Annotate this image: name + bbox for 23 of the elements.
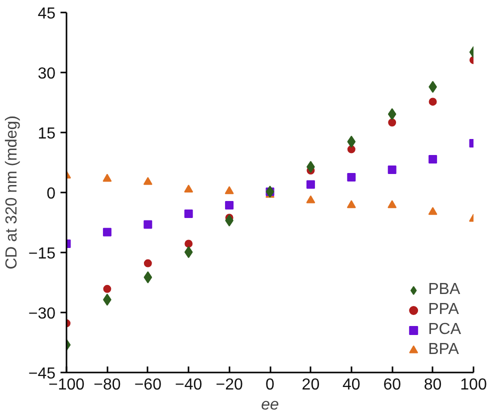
- y-tick-label: −45: [28, 366, 56, 382]
- y-tick-label: −15: [28, 246, 56, 262]
- legend-label: PCA: [428, 321, 461, 339]
- y-tick-label: 15: [38, 126, 56, 142]
- x-tick-label: 100: [460, 376, 487, 394]
- x-tick-label: −80: [94, 376, 121, 394]
- y-tick-label: −30: [28, 306, 56, 322]
- x-tick-label: 0: [266, 376, 275, 394]
- x-tick-label: −60: [134, 376, 162, 394]
- y-axis-title: CD at 320 nm (mdeg): [3, 116, 20, 270]
- x-tick-label: 40: [342, 376, 360, 394]
- x-tick-label: 60: [383, 376, 402, 394]
- legend-label: PBA: [428, 281, 460, 299]
- y-tick-label: 0: [46, 186, 56, 202]
- legend-label: BPA: [428, 341, 459, 359]
- y-tick-label: 45: [38, 6, 56, 22]
- x-axis-title: ee: [261, 396, 279, 412]
- legend-label: PPA: [428, 301, 459, 319]
- x-tick-label: −40: [175, 376, 202, 394]
- y-tick-label: 30: [38, 66, 56, 82]
- x-tick-label: 20: [302, 376, 320, 394]
- x-tick-label: −20: [216, 376, 243, 394]
- x-tick-label: 80: [424, 376, 442, 394]
